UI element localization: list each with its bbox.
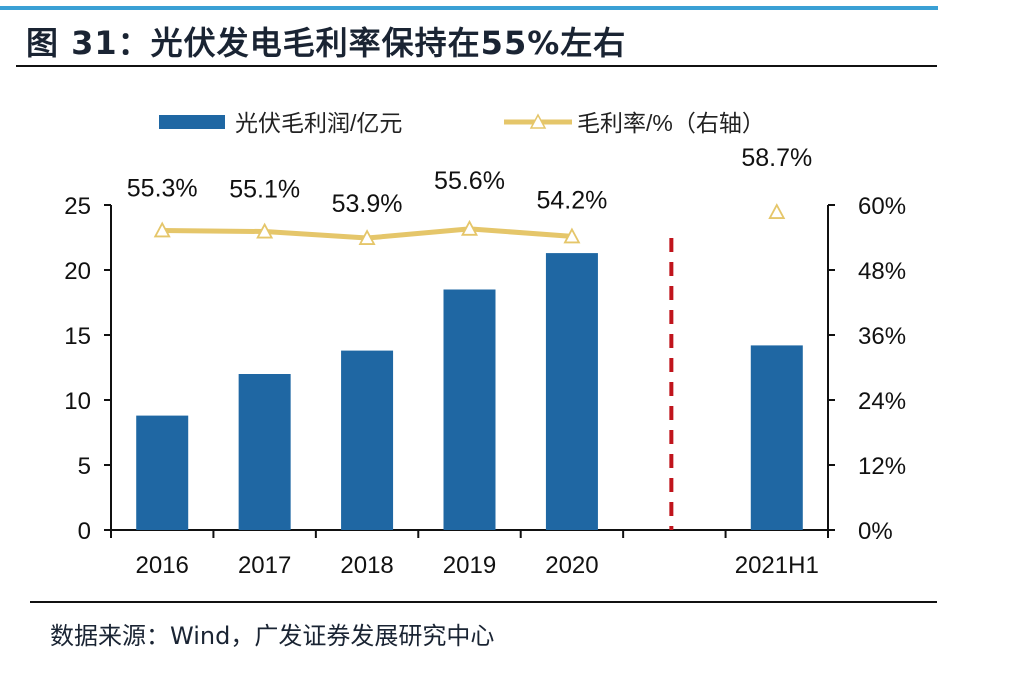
bar xyxy=(443,289,496,530)
legend-bar-label: 光伏毛利润/亿元 xyxy=(235,110,402,136)
bar xyxy=(341,350,394,530)
triangle-marker xyxy=(358,229,376,245)
bar xyxy=(238,374,291,530)
y-left-tick-label: 20 xyxy=(64,258,91,285)
y-left-tick-label: 10 xyxy=(64,388,91,415)
triangle-marker xyxy=(153,221,171,238)
x-tick-label: 2019 xyxy=(443,552,496,579)
data-labels: 55.3% 55.1% 53.9% 55.6% 54.2% 58.7% xyxy=(127,144,812,218)
bar xyxy=(750,345,803,530)
line-series xyxy=(153,203,786,245)
y-right-tick-label: 48% xyxy=(858,258,906,285)
bar xyxy=(545,253,598,530)
y-left-tick-label: 5 xyxy=(78,453,91,480)
header-accent-bar xyxy=(0,6,938,10)
title-underline xyxy=(16,65,937,67)
source-note: 数据来源：Wind，广发证券发展研究中心 xyxy=(50,622,495,650)
chart: 光伏毛利润/亿元 毛利率/%（右轴） 0 5 10 15 20 25 0% 12% 24% 36%… xyxy=(64,110,906,579)
x-tick-label: 2016 xyxy=(136,552,189,579)
legend-triangle-icon xyxy=(529,113,547,129)
y-left-tick-label: 25 xyxy=(64,193,91,220)
y-left-tick-label: 15 xyxy=(64,323,91,350)
axes: 0 5 10 15 20 25 0% 12% 24% 36% 48% 60% 2016 2017 2018 2… xyxy=(64,193,906,579)
data-label: 55.6% xyxy=(434,167,505,195)
triangle-marker xyxy=(768,203,786,219)
y-left-tick-label: 0 xyxy=(78,518,91,545)
data-label: 58.7% xyxy=(741,144,812,172)
data-label: 55.3% xyxy=(127,174,198,202)
triangle-marker xyxy=(256,222,274,239)
data-label: 53.9% xyxy=(332,190,403,218)
data-label: 54.2% xyxy=(536,186,607,214)
legend: 光伏毛利润/亿元 毛利率/%（右轴） xyxy=(159,110,765,136)
chart-title: 图 31：光伏发电毛利率保持在55%左右 xyxy=(26,24,627,62)
x-tick-label: 2020 xyxy=(545,552,598,579)
x-tick-label: 2017 xyxy=(238,552,291,579)
triangle-marker xyxy=(563,227,581,244)
data-label: 55.1% xyxy=(229,176,300,204)
footer-rule xyxy=(30,601,937,603)
y-right-tick-label: 0% xyxy=(858,518,893,545)
triangle-marker xyxy=(460,219,479,236)
x-tick-label: 2021H1 xyxy=(735,552,819,579)
y-right-tick-label: 36% xyxy=(858,323,906,350)
bar xyxy=(136,415,189,530)
x-tick-label: 2018 xyxy=(340,552,393,579)
y-right-tick-label: 24% xyxy=(858,388,906,415)
y-right-tick-label: 60% xyxy=(858,193,906,220)
legend-line-label: 毛利率/%（右轴） xyxy=(577,110,765,136)
bars xyxy=(136,253,803,530)
y-right-tick-label: 12% xyxy=(858,453,906,480)
legend-bar-swatch xyxy=(159,115,225,129)
